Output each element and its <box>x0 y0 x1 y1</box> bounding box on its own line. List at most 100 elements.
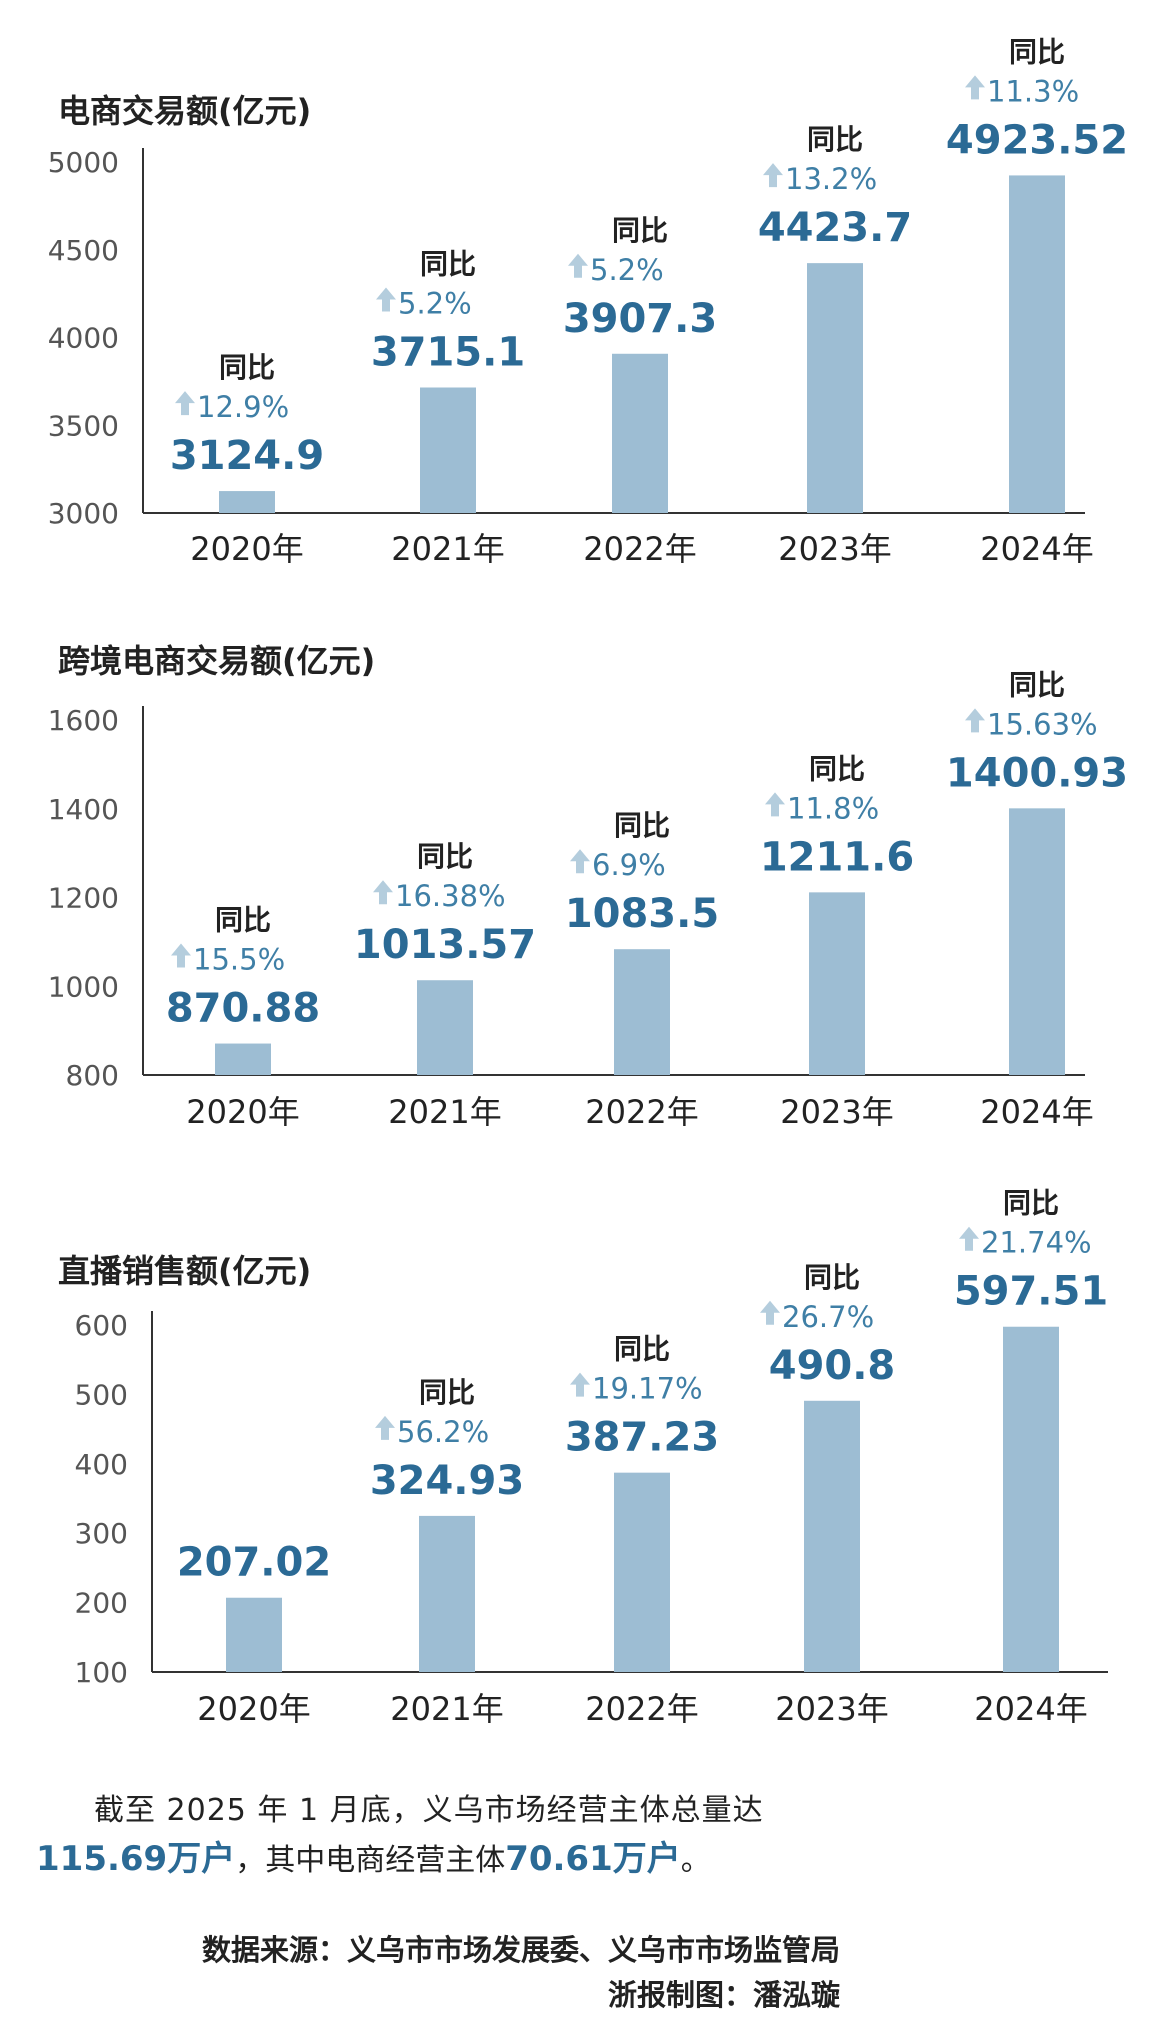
bar <box>219 491 275 513</box>
yoy-growth-label: 5.2% <box>590 253 664 287</box>
x-tick-label: 2022年 <box>585 1093 698 1131</box>
total-entities-value: 115.69 <box>36 1839 168 1879</box>
summary-note: 截至 2025 年 1 月底，义乌市场经营主体总量达 115.69万户，其中电商… <box>36 1787 1146 1885</box>
value-label: 4423.7 <box>758 205 912 251</box>
value-label: 490.8 <box>769 1343 896 1389</box>
x-tick-label: 2022年 <box>583 530 696 568</box>
value-label: 597.51 <box>954 1269 1108 1315</box>
chart-title: 电商交易额(亿元) <box>58 92 311 130</box>
value-label: 3715.1 <box>371 329 525 375</box>
yoy-label: 同比 <box>1009 35 1065 68</box>
y-tick-label: 1600 <box>48 704 119 737</box>
bar <box>807 263 863 513</box>
value-label: 870.88 <box>166 986 320 1032</box>
chart-ecommerce-volume: 电商交易额(亿元) 3000 3500 4000 4500 5000 3124.9 12.9%… <box>48 35 1128 568</box>
bar <box>1003 1326 1059 1672</box>
x-tick-label: 2024年 <box>980 530 1093 568</box>
x-tick-label: 2020年 <box>190 530 303 568</box>
yoy-growth-label: 11.8% <box>787 791 879 825</box>
yoy-label: 同比 <box>809 752 865 785</box>
up-arrow-icon <box>959 1226 979 1251</box>
yoy-label: 同比 <box>612 214 668 247</box>
y-tick-label: 500 <box>75 1378 128 1411</box>
ecom-entities-unit: 万户 <box>612 1839 681 1879</box>
y-tick-label: 100 <box>75 1656 128 1689</box>
yoy-growth-label: 56.2% <box>397 1415 489 1449</box>
yoy-growth-label: 19.17% <box>592 1372 703 1406</box>
up-arrow-icon <box>373 880 393 905</box>
up-arrow-icon <box>570 1372 590 1397</box>
yoy-growth-label: 26.7% <box>782 1300 874 1334</box>
up-arrow-icon <box>375 1415 395 1440</box>
ecom-entities-value: 70.61 <box>505 1839 613 1879</box>
chart-maker: 浙报制图：潘泓璇 <box>607 1978 840 2012</box>
y-tick-label: 1000 <box>48 970 119 1003</box>
value-label: 1400.93 <box>946 750 1128 796</box>
yoy-growth-label: 12.9% <box>197 390 289 424</box>
x-tick-label: 2020年 <box>197 1690 310 1728</box>
y-tick-label: 400 <box>75 1448 128 1481</box>
bar <box>612 353 668 513</box>
bar <box>417 980 473 1075</box>
y-tick-label: 5000 <box>48 146 119 179</box>
x-tick-label: 2020年 <box>186 1093 299 1131</box>
x-tick-label: 2024年 <box>974 1690 1087 1728</box>
value-label: 3124.9 <box>170 433 324 479</box>
up-arrow-icon <box>763 163 783 188</box>
data-source: 数据来源：义乌市市场发展委、义乌市市场监管局 <box>201 1933 840 1967</box>
total-entities-unit: 万户 <box>167 1839 236 1879</box>
up-arrow-icon <box>171 943 191 968</box>
yoy-growth-label: 16.38% <box>395 879 506 913</box>
yoy-label: 同比 <box>614 1333 670 1366</box>
bar <box>226 1597 282 1672</box>
charts-canvas: 电商交易额(亿元) 3000 3500 4000 4500 5000 3124.9 12.9%… <box>48 35 1128 1728</box>
value-label: 1211.6 <box>760 834 914 880</box>
yoy-growth-label: 5.2% <box>398 286 472 320</box>
value-label: 207.02 <box>177 1540 331 1586</box>
up-arrow-icon <box>568 253 588 278</box>
value-label: 1083.5 <box>565 891 719 937</box>
summary-line-1: 截至 2025 年 1 月底，义乌市场经营主体总量达 <box>94 1793 764 1828</box>
yoy-label: 同比 <box>614 809 670 842</box>
yoy-label: 同比 <box>807 123 863 156</box>
yoy-label: 同比 <box>1003 1187 1059 1220</box>
yoy-label: 同比 <box>417 840 473 873</box>
bar <box>804 1400 860 1672</box>
bar <box>614 1472 670 1672</box>
yoy-growth-label: 11.3% <box>987 74 1079 108</box>
x-tick-label: 2023年 <box>778 530 891 568</box>
yoy-label: 同比 <box>419 1376 475 1409</box>
chart-title: 直播销售额(亿元) <box>58 1252 311 1290</box>
bar <box>419 1515 475 1672</box>
chart-livestream-sales: 直播销售额(亿元) 100 200 300 400 500 600 207.02 2020年 32… <box>58 1187 1108 1728</box>
x-tick-label: 2023年 <box>775 1690 888 1728</box>
y-tick-label: 1200 <box>48 882 119 915</box>
bar <box>1009 808 1065 1075</box>
yoy-label: 同比 <box>420 247 476 280</box>
y-tick-label: 3500 <box>48 409 119 442</box>
yoy-growth-label: 15.5% <box>193 943 285 977</box>
summary-mid: ，其中电商经营主体 <box>235 1843 506 1878</box>
y-tick-label: 600 <box>75 1309 128 1342</box>
value-label: 324.93 <box>370 1458 524 1504</box>
value-label: 3907.3 <box>563 296 717 342</box>
up-arrow-icon <box>570 849 590 874</box>
bar <box>614 949 670 1075</box>
summary-end: 。 <box>680 1843 711 1878</box>
chart-crossborder-volume: 跨境电商交易额(亿元) 800 1000 1200 1400 1600 870.88 15.5… <box>48 642 1128 1131</box>
y-tick-label: 300 <box>75 1517 128 1550</box>
x-tick-label: 2023年 <box>780 1093 893 1131</box>
yoy-label: 同比 <box>219 351 275 384</box>
value-label: 1013.57 <box>354 922 536 968</box>
y-tick-label: 800 <box>66 1059 119 1092</box>
yoy-growth-label: 15.63% <box>987 707 1098 741</box>
y-tick-label: 4500 <box>48 234 119 267</box>
up-arrow-icon <box>175 391 195 416</box>
bar <box>1009 175 1065 513</box>
up-arrow-icon <box>376 287 396 312</box>
summary-line-2: 115.69万户，其中电商经营主体70.61万户。 <box>36 1835 1146 1885</box>
y-tick-label: 1400 <box>48 793 119 826</box>
up-arrow-icon <box>965 708 985 733</box>
chart-title: 跨境电商交易额(亿元) <box>58 642 375 680</box>
yoy-label: 同比 <box>1009 668 1065 701</box>
